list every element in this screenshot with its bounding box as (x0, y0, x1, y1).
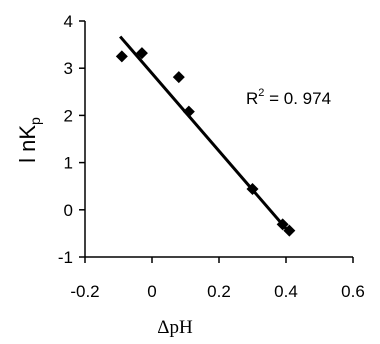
data-point (276, 218, 289, 231)
x-tick-label: 0.4 (274, 282, 298, 301)
data-point (115, 50, 128, 63)
data-point (246, 183, 259, 196)
x-tick-label: 0.6 (341, 282, 365, 301)
y-tick-label: 0 (64, 201, 73, 220)
x-ticks: -0.2 0 0.2 0.4 0.6 (70, 257, 365, 301)
y-axis-title: l nKp (15, 117, 43, 163)
data-point (283, 224, 296, 237)
r-squared-annotation: R2 = 0. 974 (246, 87, 331, 108)
y-tick-label: 3 (64, 59, 73, 78)
data-point (172, 71, 185, 84)
x-tick-label: 0.2 (207, 282, 231, 301)
x-axis-title: ΔpH (157, 317, 193, 338)
x-tick-label: -0.2 (70, 282, 99, 301)
regression-line (119, 35, 293, 236)
data-point (135, 47, 148, 60)
y-tick-label: 4 (64, 12, 73, 31)
x-tick-label: 0 (147, 282, 156, 301)
y-tick-label: 1 (64, 154, 73, 173)
y-tick-label: 2 (64, 106, 73, 125)
y-ticks: -1 0 1 2 3 4 (58, 12, 85, 267)
data-points (115, 47, 296, 237)
data-point (182, 105, 195, 118)
y-tick-label: -1 (58, 248, 73, 267)
